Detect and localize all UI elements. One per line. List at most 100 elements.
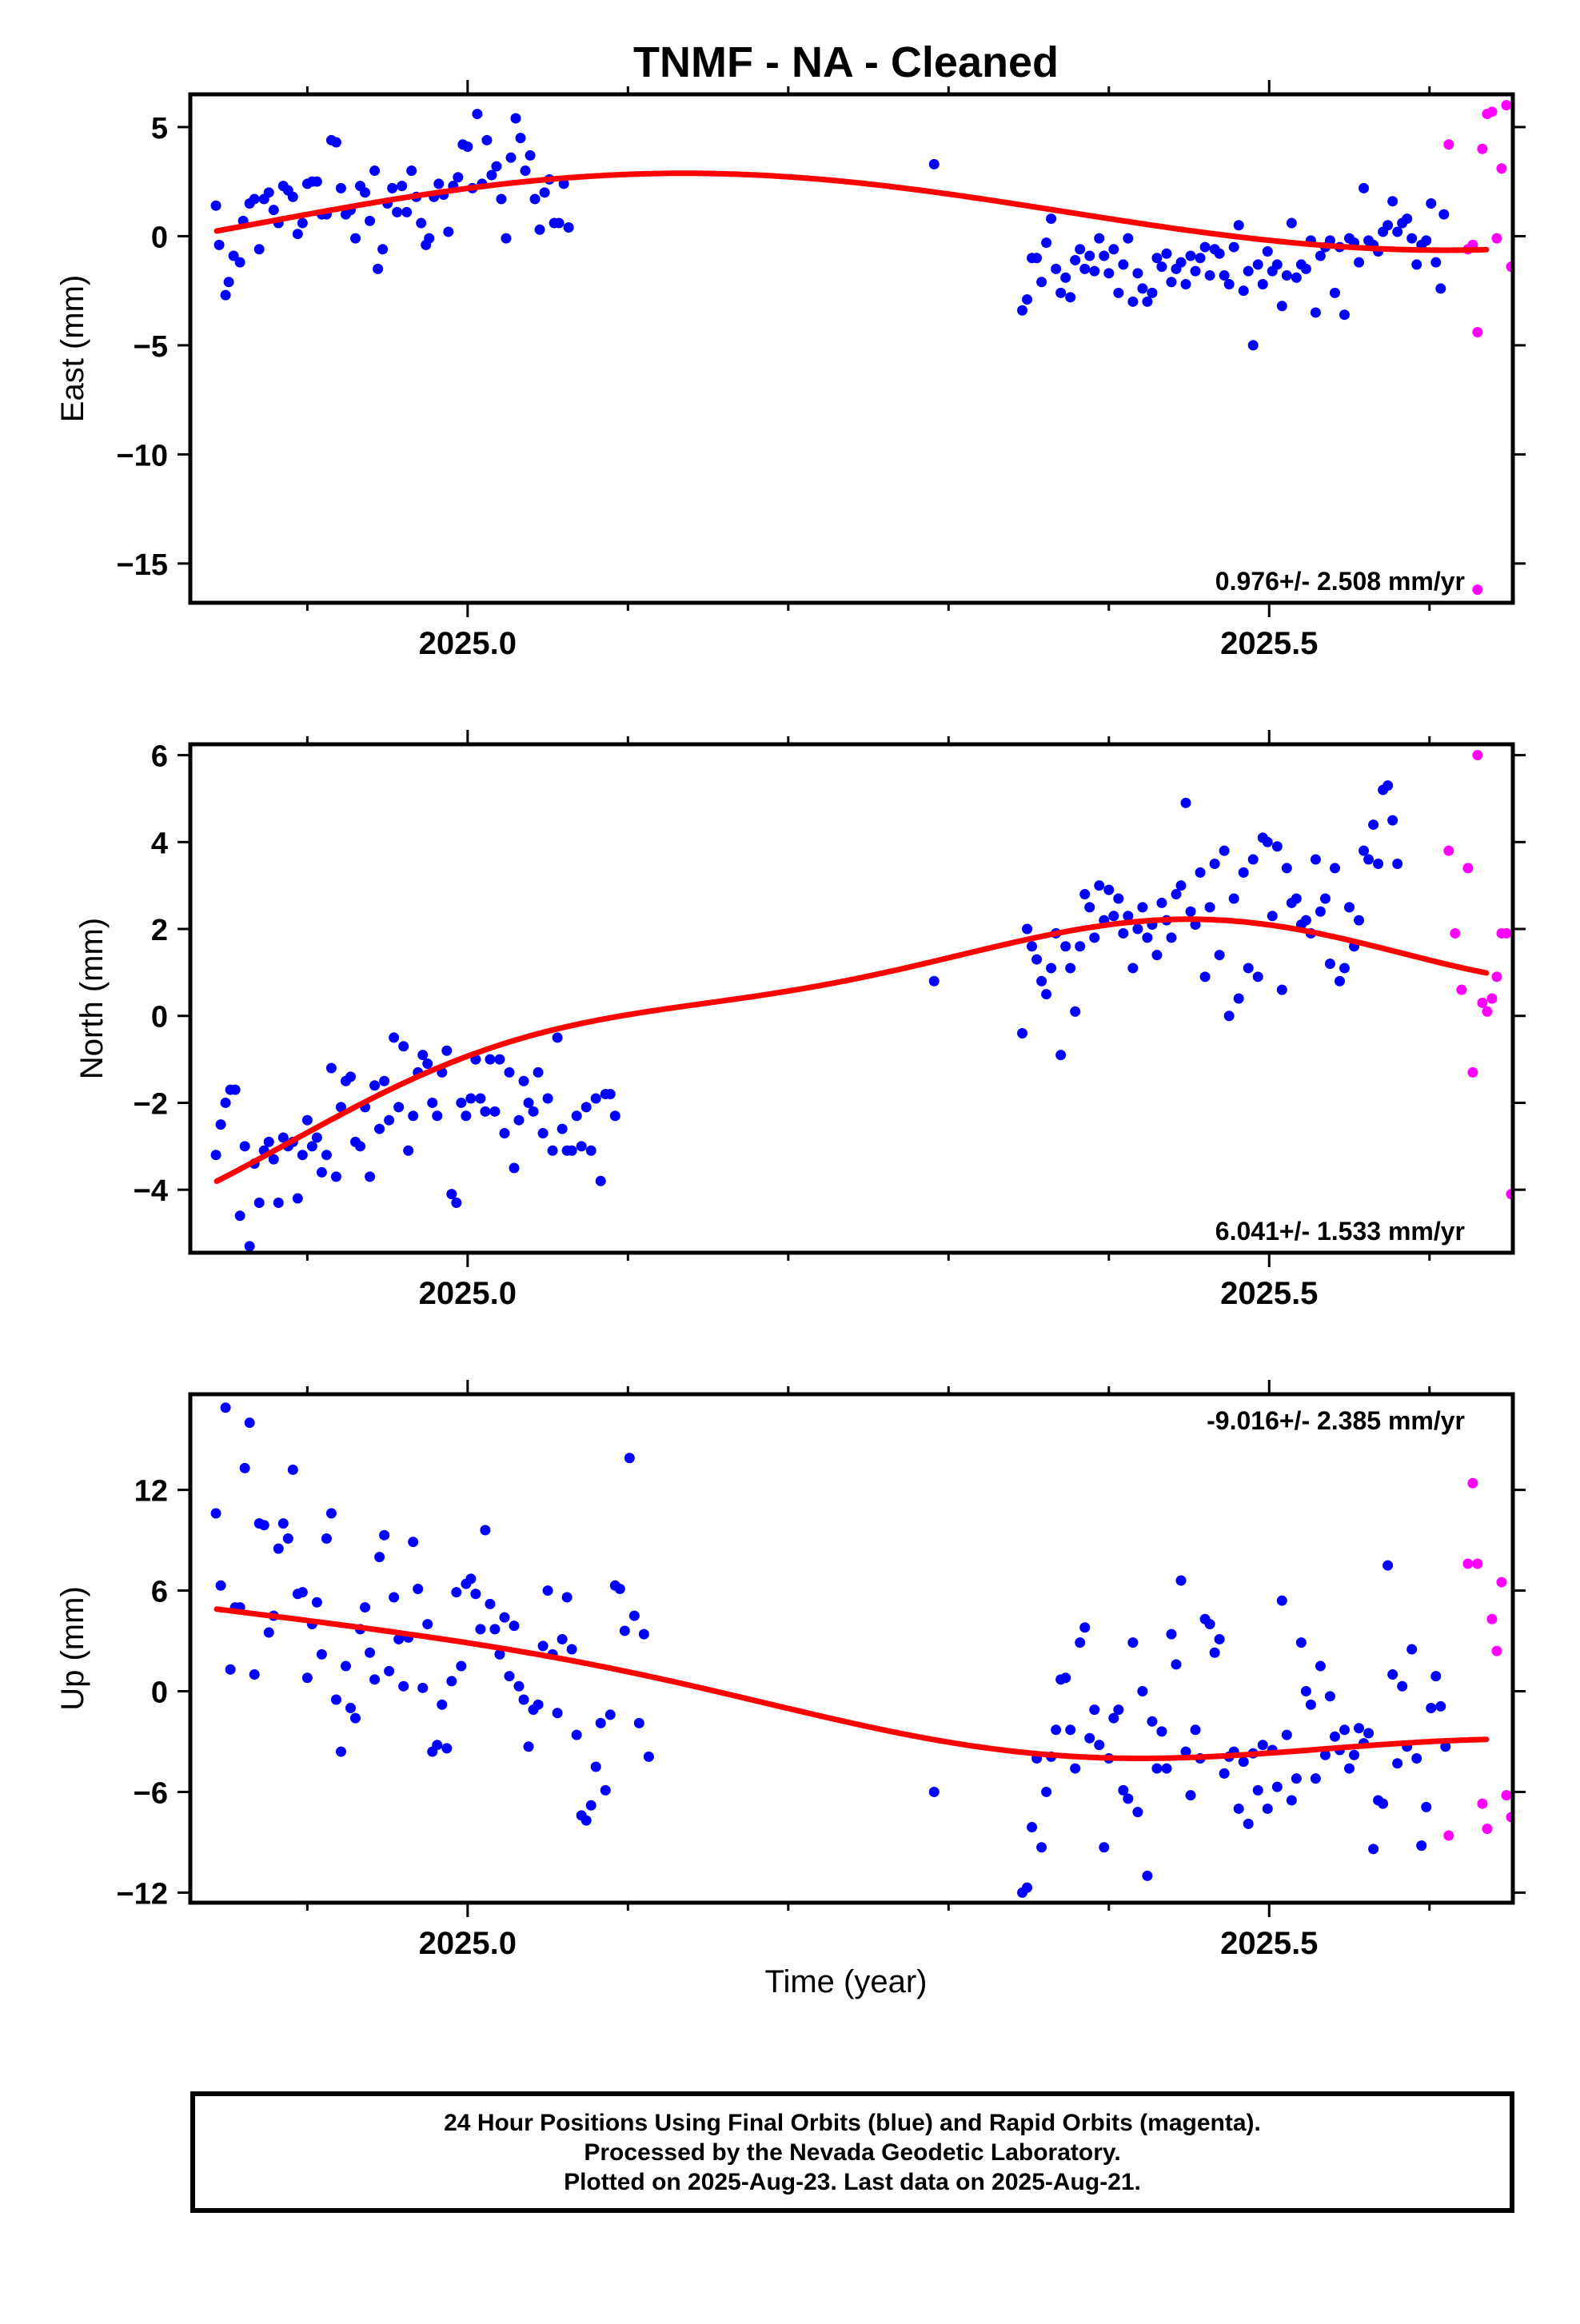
final-orbit-point — [1132, 923, 1143, 935]
final-orbit-point — [456, 1660, 467, 1672]
final-orbit-point — [1094, 233, 1105, 244]
final-orbit-point — [215, 1580, 226, 1591]
final-orbit-point — [220, 1402, 231, 1413]
final-orbit-point — [1329, 1731, 1340, 1742]
final-orbit-point — [505, 152, 517, 163]
final-orbit-point — [1190, 1724, 1201, 1736]
y-tick-label: 5 — [151, 112, 168, 145]
final-orbit-point — [311, 1597, 322, 1608]
final-orbit-point — [424, 233, 435, 244]
final-orbit-point — [1079, 889, 1091, 900]
final-orbit-point — [1392, 1758, 1403, 1769]
final-orbit-point — [619, 1625, 630, 1636]
final-orbit-point — [306, 1141, 317, 1152]
final-orbit-point — [1118, 1784, 1129, 1796]
final-orbit-point — [297, 1150, 308, 1161]
final-orbit-point — [325, 1062, 337, 1074]
final-orbit-point — [1113, 1704, 1124, 1716]
final-orbit-point — [1171, 889, 1182, 900]
final-orbit-point — [277, 1518, 289, 1529]
final-orbit-point — [292, 229, 303, 240]
final-orbit-point — [1137, 902, 1148, 913]
final-orbit-point — [360, 187, 371, 198]
final-orbit-point — [1319, 1749, 1331, 1760]
final-orbit-point — [1262, 246, 1273, 257]
final-orbit-point — [215, 1119, 226, 1130]
rapid-orbit-point — [1486, 993, 1498, 1004]
final-orbit-point — [1238, 1756, 1249, 1768]
final-orbit-point — [1132, 268, 1143, 279]
final-orbit-point — [1368, 1844, 1379, 1855]
final-orbit-point — [297, 217, 308, 229]
final-orbit-point — [253, 244, 265, 255]
final-orbit-point — [1022, 294, 1033, 305]
panels: 5 0 −5 −10 −15 2025.0 2025.5 East (mm) 0.976+/- … — [55, 80, 1526, 1961]
final-orbit-point — [1079, 263, 1091, 274]
final-orbit-point — [480, 1525, 491, 1536]
final-orbit-point — [369, 1080, 381, 1091]
final-orbit-point — [1310, 1773, 1321, 1784]
final-orbit-point — [1070, 254, 1081, 265]
y-tick-label: 12 — [134, 1475, 168, 1509]
final-orbit-point — [273, 1543, 284, 1554]
data-points — [210, 1402, 1513, 1898]
final-orbit-point — [566, 1145, 577, 1156]
y-tick-label: 2 — [151, 914, 168, 947]
final-orbit-point — [1103, 884, 1115, 895]
final-orbit-point — [494, 1054, 505, 1065]
final-orbit-point — [485, 1598, 496, 1609]
final-orbit-point — [1118, 259, 1129, 270]
final-orbit-point — [509, 1162, 520, 1174]
final-orbit-point — [475, 1624, 486, 1635]
panel-3: 12 6 0 −6 −12 2025.0 2025.5 Up (mm) -9.016+/- 2.… — [55, 1380, 1526, 1961]
final-orbit-point — [1411, 259, 1422, 270]
final-orbit-point — [1214, 248, 1225, 259]
final-orbit-point — [501, 233, 512, 244]
y-axis-label: North (mm) — [74, 918, 110, 1079]
final-orbit-point — [1099, 250, 1110, 261]
final-orbit-point — [355, 1141, 366, 1152]
y-axis-label: East (mm) — [55, 275, 90, 422]
final-orbit-point — [239, 1462, 250, 1473]
final-orbit-point — [239, 1141, 250, 1152]
final-orbit-point — [1185, 1790, 1196, 1801]
final-orbit-point — [1127, 1637, 1139, 1648]
final-orbit-point — [1271, 259, 1283, 270]
final-orbit-point — [1233, 993, 1244, 1004]
final-orbit-point — [446, 1676, 457, 1687]
final-orbit-point — [273, 1197, 284, 1208]
final-orbit-point — [1421, 1801, 1432, 1812]
final-orbit-point — [504, 1066, 515, 1078]
final-orbit-point — [928, 1786, 940, 1797]
final-orbit-point — [387, 182, 398, 193]
final-orbit-point — [1036, 277, 1047, 288]
final-orbit-point — [1075, 941, 1086, 952]
final-orbit-point — [1075, 244, 1086, 255]
final-orbit-point — [379, 1075, 390, 1086]
rapid-orbit-point — [1501, 927, 1512, 939]
final-orbit-point — [1315, 1660, 1326, 1672]
rapid-orbit-point — [1491, 971, 1502, 983]
final-orbit-point — [1041, 1786, 1052, 1797]
x-tick-label: 2025.0 — [419, 626, 517, 661]
final-orbit-point — [1300, 263, 1311, 274]
final-orbit-point — [472, 109, 483, 120]
panel-2: 6 4 2 0 −2 −4 2025.0 2025.5 North (mm) 6.041+/- 1… — [74, 730, 1526, 1311]
final-orbit-point — [384, 1114, 395, 1126]
rapid-orbit-point — [1491, 233, 1502, 244]
final-orbit-point — [515, 133, 526, 144]
footer-line-3: Plotted on 2025-Aug-23. Last data on 202… — [564, 2168, 1141, 2195]
final-orbit-point — [1286, 217, 1297, 229]
final-orbit-point — [335, 1102, 346, 1113]
final-orbit-point — [1402, 213, 1413, 225]
final-orbit-point — [590, 1093, 601, 1104]
final-orbit-point — [1089, 932, 1100, 943]
final-orbit-point — [282, 1533, 293, 1545]
panel-frame — [188, 1392, 1515, 1905]
final-orbit-point — [1108, 244, 1119, 255]
final-orbit-point — [210, 1150, 221, 1161]
final-orbit-point — [1344, 902, 1355, 913]
final-orbit-point — [1089, 265, 1100, 277]
final-orbit-point — [1440, 1741, 1451, 1752]
footer-line-1: 24 Hour Positions Using Final Orbits (bl… — [444, 2109, 1261, 2136]
